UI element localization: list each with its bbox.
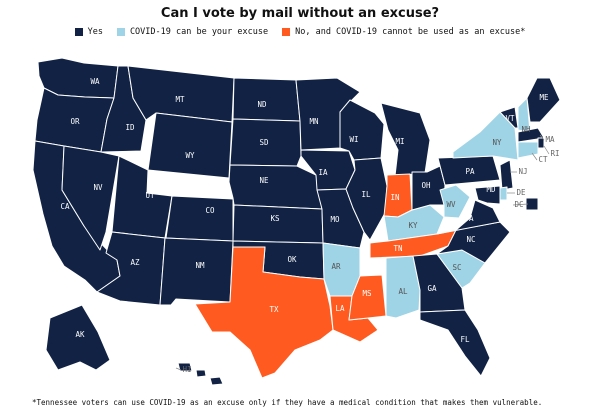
state-mt <box>127 65 235 123</box>
state-label-wi: WI <box>349 135 358 144</box>
legend-item-yes: Yes <box>74 27 103 37</box>
state-label-md: MD <box>486 185 496 194</box>
legend-item-no: No, and COVID-19 cannot be used as an ex… <box>282 27 525 37</box>
state-label-wa: WA <box>90 77 100 86</box>
state-label-wy: WY <box>185 151 195 160</box>
state-label-az: AZ <box>130 258 140 267</box>
state-label-nj: NJ <box>518 167 527 176</box>
state-hi <box>177 362 224 386</box>
legend-swatch-covid <box>116 28 125 36</box>
state-sd <box>229 118 302 167</box>
legend-item-covid: COVID-19 can be your excuse <box>116 27 269 37</box>
state-label-mi: MI <box>395 137 404 146</box>
state-ct <box>517 141 539 159</box>
labels-layer: WA OR CA ID NV MT WY UT CO AZ NM ND SD NE KS OK TX MN IA MO… <box>60 77 559 374</box>
map-title: Can I vote by mail without an excuse? <box>160 6 440 21</box>
leader-line-ma <box>539 134 545 141</box>
state-label-nv: NV <box>93 183 103 192</box>
state-label-nd: ND <box>257 100 267 109</box>
state-nv <box>61 145 120 251</box>
state-label-ma: MA <box>545 135 555 144</box>
legend: Yes COVID-19 can be your excuse No, and … <box>0 27 600 37</box>
state-label-ri: RI <box>550 149 559 158</box>
state-label-ky: KY <box>408 221 418 230</box>
state-ri <box>537 137 545 149</box>
state-wv <box>439 184 471 219</box>
state-co <box>165 195 234 242</box>
state-label-ut: UT <box>145 191 155 200</box>
state-label-ct: CT <box>538 155 548 164</box>
state-ms <box>348 274 387 321</box>
state-label-or: OR <box>70 117 80 126</box>
states-layer <box>32 57 561 386</box>
state-ak <box>45 304 111 371</box>
state-label-mo: MO <box>330 215 340 224</box>
state-label-al: AL <box>398 287 408 296</box>
state-tx <box>194 246 334 379</box>
state-il <box>345 157 388 241</box>
state-label-la: LA <box>335 304 345 313</box>
state-label-ga: GA <box>427 284 437 293</box>
footnote: *Tennessee voters can use COVID-19 as an… <box>32 398 543 407</box>
state-wy <box>147 112 233 179</box>
state-label-ar: AR <box>331 262 341 271</box>
state-label-ne: NE <box>259 176 269 185</box>
state-label-pa: PA <box>465 167 475 176</box>
legend-swatch-no <box>282 28 291 36</box>
leader-line-ct <box>531 152 538 161</box>
state-label-ia: IA <box>318 168 328 177</box>
state-label-ca: CA <box>60 202 70 211</box>
state-label-ny: NY <box>492 138 502 147</box>
state-fl <box>419 309 491 377</box>
state-label-ks: KS <box>270 214 280 223</box>
state-label-tx: TX <box>269 305 279 314</box>
state-ar <box>322 242 361 297</box>
state-label-de: DE <box>516 188 526 197</box>
leader-line-dc <box>512 203 529 206</box>
state-label-fl: FL <box>460 335 470 344</box>
state-label-ok: OK <box>287 255 297 264</box>
state-va <box>436 199 501 235</box>
state-label-il: IL <box>361 190 371 199</box>
state-label-me: ME <box>539 93 549 102</box>
state-dc <box>525 197 539 211</box>
state-label-dc: DC <box>514 200 523 209</box>
state-label-in: IN <box>390 193 399 202</box>
leader-line-ri <box>543 145 550 155</box>
legend-swatch-yes <box>74 28 83 36</box>
state-label-nm: NM <box>195 261 205 270</box>
state-label-co: CO <box>205 206 215 215</box>
state-de <box>499 186 508 201</box>
state-nm <box>159 237 234 306</box>
state-label-ms: MS <box>362 289 372 298</box>
state-label-sd: SD <box>259 138 269 147</box>
state-mi <box>380 102 431 177</box>
state-label-mn: MN <box>309 117 318 126</box>
state-label-wv: WV <box>446 200 456 209</box>
state-label-sc: SC <box>452 263 461 272</box>
legend-label-covid: COVID-19 can be your excuse <box>129 27 269 37</box>
state-label-vt: VT <box>505 114 515 123</box>
state-nj <box>499 159 514 191</box>
state-ks <box>232 204 324 244</box>
state-label-nh: NH <box>521 125 531 134</box>
state-label-id: ID <box>125 123 135 132</box>
state-md <box>474 185 501 205</box>
state-ne <box>228 164 323 210</box>
legend-label-no: No, and COVID-19 cannot be used as an ex… <box>295 27 526 37</box>
state-label-hi: HI <box>182 365 191 374</box>
state-label-tn: TN <box>393 244 402 253</box>
state-label-ak: AK <box>75 330 85 339</box>
state-label-nc: NC <box>466 235 475 244</box>
leader-line-hi <box>175 367 182 371</box>
state-label-oh: OH <box>421 181 431 190</box>
state-ny <box>452 111 519 161</box>
state-me <box>526 77 561 123</box>
state-label-va: VA <box>464 214 474 223</box>
state-label-mt: MT <box>175 95 185 104</box>
legend-label-yes: Yes <box>87 27 103 37</box>
